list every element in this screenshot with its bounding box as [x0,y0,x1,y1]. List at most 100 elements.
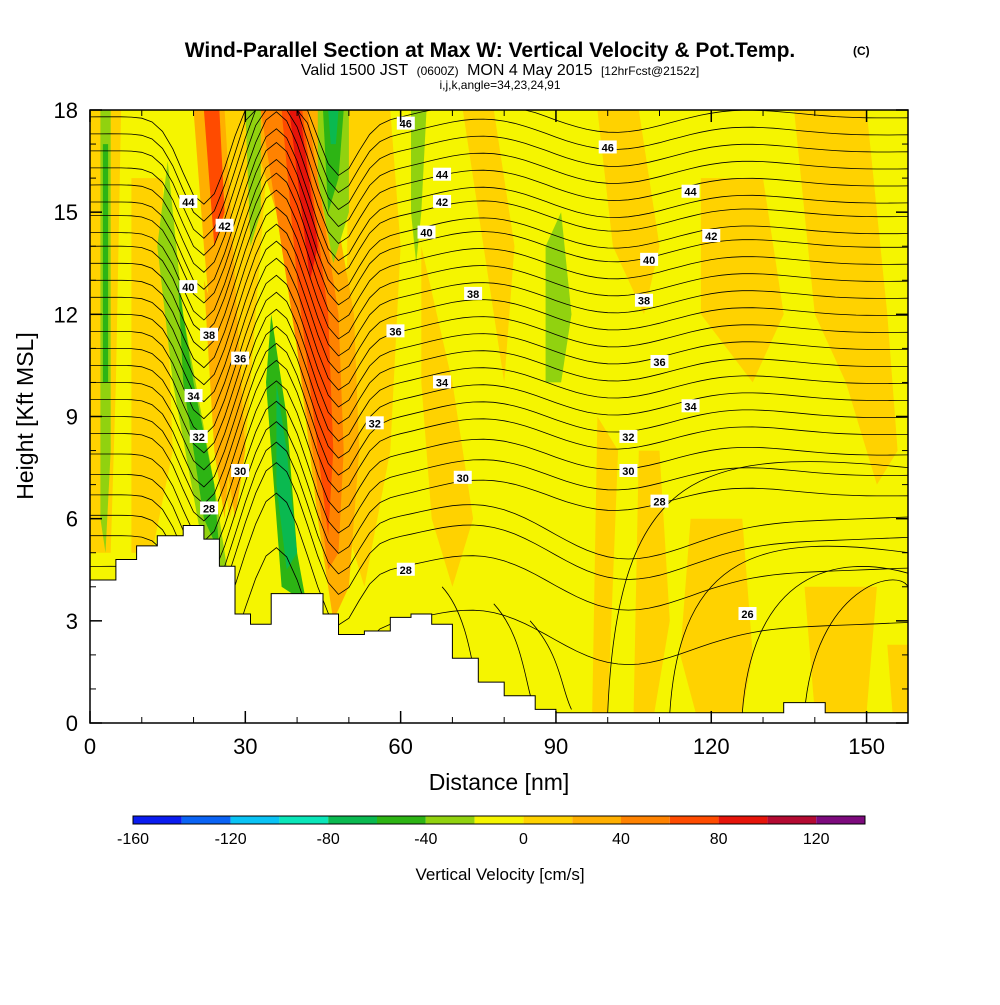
isentrope-line [90,380,908,542]
isentrope-value: 42 [436,197,448,209]
x-tick-label: 90 [544,734,568,759]
isentrope-label: 30 [619,463,638,478]
isentrope-label: 32 [619,429,638,444]
valid-date: MON 4 May 2015 [467,62,592,79]
colorbar-swatch [279,816,329,824]
isentrope-line [741,566,908,713]
label-background [738,607,757,621]
isentrope-line [90,274,908,437]
isentrope-value: 42 [218,221,230,233]
isentrope-value: 44 [182,197,195,209]
isentrope-label: 32 [189,429,208,444]
label-background [386,324,405,338]
label-background [200,327,219,341]
downdraft-core [276,382,298,570]
y-axis-title: Height [Kft MSL] [12,332,38,499]
updraft-core [203,110,225,247]
chart-title: Wind-Parallel Section at Max W: Vertical… [185,39,796,62]
downdraft-band [545,212,572,383]
y-tick-label: 3 [66,609,78,634]
colorbar-swatch [718,816,768,824]
y-tick-label: 15 [54,200,78,225]
label-background [433,194,452,208]
isentrope-line [90,223,908,386]
label-background [598,140,617,154]
velocity-field [90,110,908,713]
isentrope-value: 34 [684,401,697,413]
label-background [184,389,203,403]
isentrope-label: 30 [453,470,472,485]
colorbar-swatch [767,816,817,824]
colorbar-label: 80 [710,831,728,848]
isentrope-label: 40 [640,252,659,267]
colorbar-label: -80 [317,831,340,848]
label-background [231,463,250,477]
isentrope-lines [90,110,908,713]
isentrope-value: 42 [705,231,717,243]
isentrope-value: 26 [741,609,753,621]
isentrope-line [607,461,908,713]
isentrope-line [90,421,908,583]
isentrope-value: 36 [389,326,401,338]
label-background [702,229,721,243]
y-tick-label: 9 [66,405,78,430]
updraft-core [289,110,318,281]
isentrope-line [90,325,908,488]
isentrope-value: 28 [400,565,412,577]
isentrope-label: 38 [634,293,653,308]
isentrope-value: 44 [684,187,697,199]
isentrope-label: 38 [464,286,483,301]
section-parameters: i,j,k,angle=34,23,24,91 [439,78,560,92]
isentrope-label: 44 [433,167,452,182]
isentrope-label: 42 [702,229,721,243]
colorbar-swatch [816,816,865,824]
isentrope-line [90,110,908,205]
isentrope-label: 34 [433,375,452,389]
positive-band [421,246,474,587]
isentrope-value: 44 [436,170,449,182]
x-tick-label: 30 [233,734,257,759]
y-tick-label: 18 [54,98,78,123]
label-background [640,252,659,266]
isentrope-line [529,620,572,710]
isentrope-label: 28 [650,494,669,509]
isentrope-line [90,128,908,290]
downdraft-band [178,280,220,553]
isentrope-value: 32 [622,432,634,444]
positive-band [633,450,670,713]
isentrope-line [90,441,908,604]
isentrope-line [804,579,908,713]
positive-band [462,110,515,383]
label-background [681,184,700,198]
colorbar-swatch [230,816,280,824]
isentrope-label: 44 [681,184,700,199]
positive-band [804,586,877,713]
chart-subtitle: Valid 1500 JST (0600Z) MON 4 May 2015 [1… [301,62,699,79]
label-background [179,280,198,294]
isentrope-value: 34 [436,377,449,389]
label-background [200,501,219,515]
isentrope-value: 38 [203,330,215,342]
label-background [681,399,700,413]
isentrope-value: 30 [457,473,469,485]
label-background [179,194,198,208]
colorbar-label: -40 [414,831,437,848]
colorbar-label: 40 [612,831,630,848]
isentrope-line [90,110,908,222]
x-tick-label: 120 [693,734,730,759]
label-background [650,494,669,508]
isentrope-label: 40 [417,225,436,240]
isentrope-label: 40 [179,280,198,294]
label-background [396,562,415,576]
colorbar-swatch [669,816,719,824]
isentrope-label: 34 [681,399,700,413]
plot-area: 46 46 44 44 44 42 42 42 40 40 40 38 38 38 36 36 36 34 34 34… [90,110,908,723]
terrain [90,525,908,723]
isentrope-line [90,189,908,352]
isentrope-value: 28 [203,503,215,515]
colorbar-swatch [133,816,182,824]
isentrope-line [90,172,908,335]
copyright-mark: (C) [853,44,870,58]
